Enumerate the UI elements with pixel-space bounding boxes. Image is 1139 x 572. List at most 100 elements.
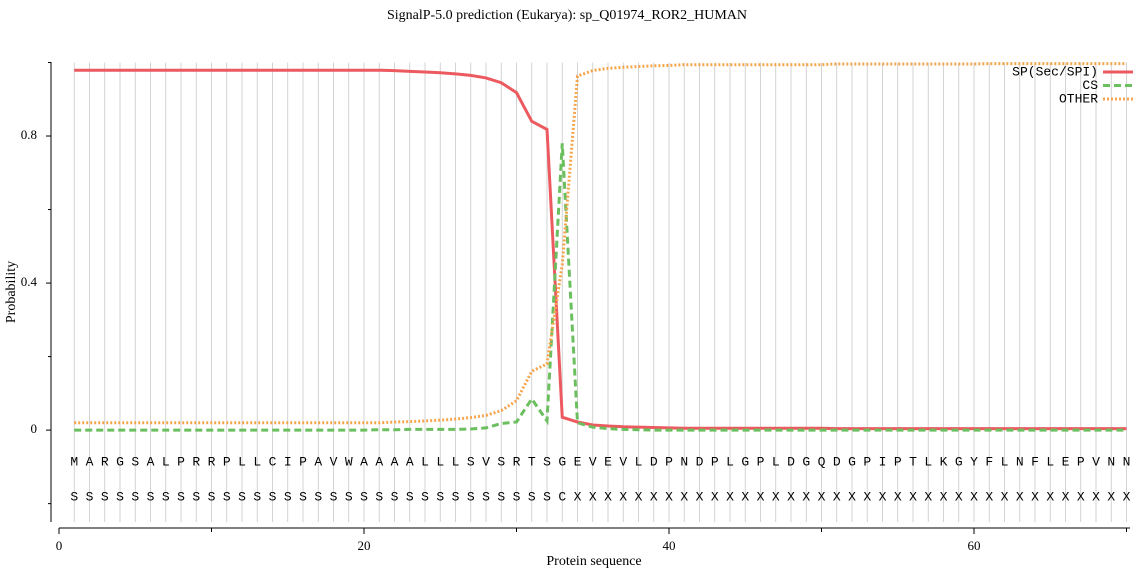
residue-label: X	[741, 489, 749, 504]
sequence-residue: F	[1031, 454, 1039, 469]
residue-label: X	[1016, 489, 1024, 504]
residue-label: X	[879, 489, 887, 504]
residue-label: X	[924, 489, 932, 504]
sequence-residue: D	[696, 454, 704, 469]
sequence-residue: L	[1046, 454, 1054, 469]
sequence-residue: A	[360, 454, 368, 469]
sequence-residue: G	[802, 454, 810, 469]
sequence-residue: V	[482, 454, 490, 469]
sequence-residue: R	[513, 454, 521, 469]
sequence-residue: N	[680, 454, 688, 469]
residue-label: X	[787, 489, 795, 504]
sequence-residue: Y	[970, 454, 978, 469]
residue-label: X	[802, 489, 810, 504]
sequence-residue: E	[1062, 454, 1070, 469]
sequence-residue: R	[101, 454, 109, 469]
residue-label: S	[497, 489, 505, 504]
sequence-residue: V	[589, 454, 597, 469]
sequence-residue: I	[879, 454, 887, 469]
residue-label: X	[726, 489, 734, 504]
y-axis-title: Probability	[4, 261, 19, 323]
residue-label: X	[970, 489, 978, 504]
sequence-residue: E	[604, 454, 612, 469]
legend-label: SP(Sec/SPI)	[1012, 64, 1098, 79]
sequence-residue: P	[299, 454, 307, 469]
sequence-residue: D	[650, 454, 658, 469]
x-axis-title: Protein sequence	[546, 554, 641, 569]
residue-label: S	[192, 489, 200, 504]
sequence-residue: P	[894, 454, 902, 469]
sequence-residue: P	[665, 454, 673, 469]
sequence-residue: N	[1123, 454, 1131, 469]
residue-label: X	[635, 489, 643, 504]
residue-label: X	[665, 489, 673, 504]
residue-label: X	[1077, 489, 1085, 504]
sequence-residue: M	[70, 454, 78, 469]
residue-label: X	[680, 489, 688, 504]
residue-label: S	[284, 489, 292, 504]
sequence-residue: I	[284, 454, 292, 469]
sequence-residue: E	[574, 454, 582, 469]
residue-label: S	[360, 489, 368, 504]
sequence-residue: R	[192, 454, 200, 469]
sequence-residue: L	[421, 454, 429, 469]
sequence-residue: L	[635, 454, 643, 469]
sequence-residue: P	[863, 454, 871, 469]
residue-label: S	[467, 489, 475, 504]
sequence-residue: N	[1016, 454, 1024, 469]
sequence-residue: Q	[818, 454, 826, 469]
sequence-residue: D	[833, 454, 841, 469]
residue-label: X	[1001, 489, 1009, 504]
sequence-residue: S	[131, 454, 139, 469]
residue-label: X	[833, 489, 841, 504]
residue-label: X	[1031, 489, 1039, 504]
sequence-residue: V	[1092, 454, 1100, 469]
residue-label: X	[619, 489, 627, 504]
series-line	[74, 68, 1127, 431]
sequence-residue: F	[985, 454, 993, 469]
sequence-residue: A	[375, 454, 383, 469]
residue-label: X	[818, 489, 826, 504]
sequence-residue: G	[558, 454, 566, 469]
residue-label: S	[253, 489, 261, 504]
sequence-residue: L	[162, 454, 170, 469]
sequence-residue: W	[345, 454, 353, 469]
chart-title: SignalP-5.0 prediction (Eukarya): sp_Q01…	[387, 8, 747, 23]
sequence-residue: G	[116, 454, 124, 469]
sequence-residue: D	[787, 454, 795, 469]
residue-label: S	[238, 489, 246, 504]
residue-label: X	[696, 489, 704, 504]
residue-label: S	[421, 489, 429, 504]
sequence-residue: K	[940, 454, 948, 469]
sequence-residue: R	[208, 454, 216, 469]
sequence-residue: T	[528, 454, 536, 469]
residue-label: X	[863, 489, 871, 504]
sequence-residue: P	[177, 454, 185, 469]
sequence-residue: L	[726, 454, 734, 469]
residue-label: X	[1062, 489, 1070, 504]
residue-label: S	[162, 489, 170, 504]
residue-label: S	[452, 489, 460, 504]
residue-label: S	[208, 489, 216, 504]
residue-label: X	[574, 489, 582, 504]
y-tick-label: 0	[31, 421, 38, 436]
residue-label: X	[757, 489, 765, 504]
residue-label: S	[177, 489, 185, 504]
residue-label: X	[985, 489, 993, 504]
residue-label: S	[406, 489, 414, 504]
residue-label: X	[1123, 489, 1131, 504]
sequence-residue: P	[757, 454, 765, 469]
residue-label: S	[101, 489, 109, 504]
residue-label: X	[711, 489, 719, 504]
y-tick-label: 0.4	[21, 274, 38, 289]
sequence-residue: A	[147, 454, 155, 469]
residue-label: X	[650, 489, 658, 504]
sequence-residue: P	[711, 454, 719, 469]
residue-label: X	[1092, 489, 1100, 504]
legend-label: CS	[1082, 78, 1098, 93]
sequence-residue: V	[619, 454, 627, 469]
x-tick-label: 0	[56, 538, 63, 553]
residue-label: S	[391, 489, 399, 504]
y-tick-label: 0.8	[21, 127, 37, 142]
